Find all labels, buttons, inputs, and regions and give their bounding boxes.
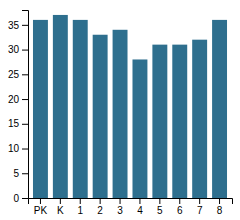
y-tick-mark xyxy=(22,50,28,51)
bars xyxy=(33,15,227,198)
x-axis: PK K 1 2 3 4 5 6 7 8 xyxy=(29,198,233,216)
x-tick-mark xyxy=(219,198,220,204)
y-tick-label: 15 xyxy=(8,118,20,129)
y-tick-label: 0 xyxy=(13,193,19,204)
x-tick-label: PK xyxy=(34,205,48,216)
y-tick: 0 xyxy=(13,193,28,204)
bar xyxy=(172,45,187,198)
bar xyxy=(212,20,227,198)
x-tick-label: K xyxy=(57,205,64,216)
bar xyxy=(73,20,88,198)
x-tick: 2 xyxy=(97,198,103,216)
x-tick: 1 xyxy=(77,198,83,216)
x-tick-mark xyxy=(60,198,61,204)
y-tick-mark xyxy=(22,25,28,26)
y-tick-label: 35 xyxy=(8,20,20,31)
x-tick-label: 5 xyxy=(157,205,163,216)
y-tick-label: 5 xyxy=(13,168,19,179)
y-tick: 20 xyxy=(8,94,28,105)
y-tick-mark xyxy=(22,124,28,125)
x-tick: PK xyxy=(34,198,48,216)
x-tick-mark xyxy=(139,198,140,204)
x-tick-mark xyxy=(179,198,180,204)
x-tick-label: 3 xyxy=(117,205,123,216)
y-tick: 15 xyxy=(8,118,28,129)
x-tick-label: 7 xyxy=(197,205,203,216)
y-tick-mark xyxy=(22,149,28,150)
plot: PK K 1 2 3 4 5 6 7 8 0 5 10 15 20 25 30 35 xyxy=(8,11,233,217)
x-tick-mark xyxy=(100,198,101,204)
x-tick: K xyxy=(57,198,64,216)
y-tick-label: 10 xyxy=(8,143,20,154)
bar xyxy=(93,35,108,198)
x-tick: 7 xyxy=(197,198,203,216)
x-tick-mark xyxy=(159,198,160,204)
x-tick: 4 xyxy=(137,198,143,216)
x-tick: 8 xyxy=(217,198,223,216)
x-tick-label: 6 xyxy=(177,205,183,216)
x-tick: 5 xyxy=(157,198,163,216)
y-tick-mark xyxy=(22,173,28,174)
bar xyxy=(33,20,48,198)
x-tick-mark xyxy=(40,198,41,204)
bar xyxy=(152,45,167,198)
bar xyxy=(53,15,68,198)
x-tick: 6 xyxy=(177,198,183,216)
bar xyxy=(132,59,147,198)
y-tick: 30 xyxy=(8,44,28,55)
x-axis-line xyxy=(29,199,233,205)
y-tick: 25 xyxy=(8,69,28,80)
y-tick-mark xyxy=(22,99,28,100)
y-axis: 0 5 10 15 20 25 30 35 xyxy=(8,11,29,204)
x-tick-label: 4 xyxy=(137,205,143,216)
y-tick-label: 25 xyxy=(8,69,20,80)
y-tick-mark xyxy=(22,198,28,199)
x-tick-label: 1 xyxy=(77,205,83,216)
x-tick-mark xyxy=(120,198,121,204)
x-tick-mark xyxy=(80,198,81,204)
y-tick: 5 xyxy=(13,168,28,179)
y-tick: 35 xyxy=(8,20,28,31)
bar xyxy=(192,40,207,198)
x-tick-mark xyxy=(199,198,200,204)
y-tick-label: 30 xyxy=(8,44,20,55)
y-tick-mark xyxy=(22,74,28,75)
x-tick: 3 xyxy=(117,198,123,216)
chart: PK K 1 2 3 4 5 6 7 8 0 5 10 15 20 25 30 35 xyxy=(0,0,240,220)
x-tick-label: 2 xyxy=(97,205,103,216)
y-axis-line xyxy=(22,11,29,199)
x-tick-label: 8 xyxy=(217,205,223,216)
bar xyxy=(113,30,128,198)
y-tick: 10 xyxy=(8,143,28,154)
y-tick-label: 20 xyxy=(8,94,20,105)
